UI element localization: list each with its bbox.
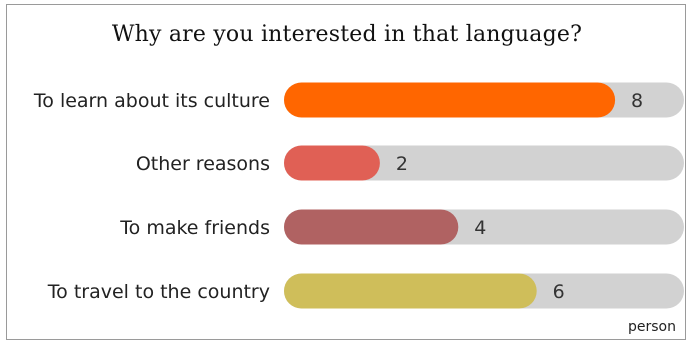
value-label-other-reasons: 2	[396, 153, 408, 175]
category-label-to-travel-to-the-country: To travel to the country	[47, 281, 270, 303]
category-label-to-learn-about-its-culture: To learn about its culture	[33, 90, 270, 112]
chart-title: Why are you interested in that language?	[111, 22, 583, 47]
bar-to-learn-about-its-culture	[284, 82, 616, 118]
category-label-to-make-friends: To make friends	[119, 217, 270, 239]
bar-other-reasons	[284, 145, 380, 181]
value-label-to-travel-to-the-country: 6	[553, 281, 565, 303]
bar-to-make-friends	[284, 209, 459, 245]
bar-to-travel-to-the-country	[284, 273, 537, 309]
unit-label: person	[628, 319, 676, 335]
category-label-other-reasons: Other reasons	[136, 153, 270, 175]
value-label-to-learn-about-its-culture: 8	[631, 90, 643, 112]
bar-track-other-reasons	[284, 145, 684, 181]
value-label-to-make-friends: 4	[474, 217, 486, 239]
